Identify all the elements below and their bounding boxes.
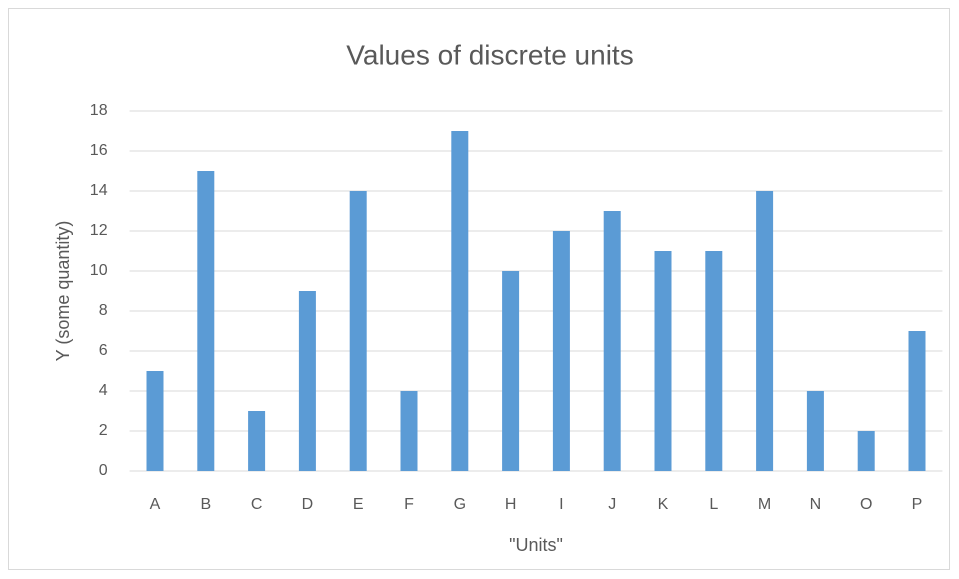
y-axis-label: Y (some quantity) [53, 221, 73, 362]
x-tick-label: D [302, 496, 314, 513]
x-tick-label: B [200, 496, 211, 513]
bar [908, 331, 926, 471]
bar [756, 191, 774, 471]
y-tick-label: 2 [99, 422, 108, 439]
x-axis-label: "Units" [509, 535, 563, 555]
y-tick-label: 14 [90, 182, 108, 199]
y-tick-label: 0 [99, 462, 108, 479]
x-tick-label: E [353, 496, 364, 513]
bar [400, 391, 418, 471]
x-tick-label: K [658, 496, 669, 513]
y-tick-label: 16 [90, 142, 108, 159]
bar [349, 191, 367, 471]
y-tick-label: 12 [90, 222, 108, 239]
bar [654, 251, 672, 471]
x-tick-label: M [758, 496, 771, 513]
x-tick-label: P [912, 496, 923, 513]
bar [197, 171, 215, 471]
x-tick-label: G [454, 496, 466, 513]
x-tick-label: J [608, 496, 616, 513]
y-tick-label: 6 [99, 342, 108, 359]
x-tick-label: C [251, 496, 263, 513]
y-tick-label: 18 [90, 102, 108, 119]
x-tick-label: F [404, 496, 414, 513]
bar [248, 411, 266, 471]
bar [146, 371, 164, 471]
chart-title: Values of discrete units [346, 39, 633, 70]
x-tick-label: O [860, 496, 872, 513]
x-tick-label: I [559, 496, 563, 513]
x-tick-label: N [810, 496, 822, 513]
bar [806, 391, 824, 471]
bar [298, 291, 316, 471]
y-tick-label: 10 [90, 262, 108, 279]
bar [603, 211, 621, 471]
x-tick-label: H [505, 496, 517, 513]
y-tick-label: 4 [99, 382, 108, 399]
x-tick-label: A [150, 496, 161, 513]
bar [502, 271, 520, 471]
y-tick-label: 8 [99, 302, 108, 319]
bar [451, 131, 469, 471]
bar [705, 251, 723, 471]
x-tick-label: L [709, 496, 718, 513]
bar [857, 431, 875, 471]
chart-border [8, 8, 950, 570]
bar [552, 231, 570, 471]
